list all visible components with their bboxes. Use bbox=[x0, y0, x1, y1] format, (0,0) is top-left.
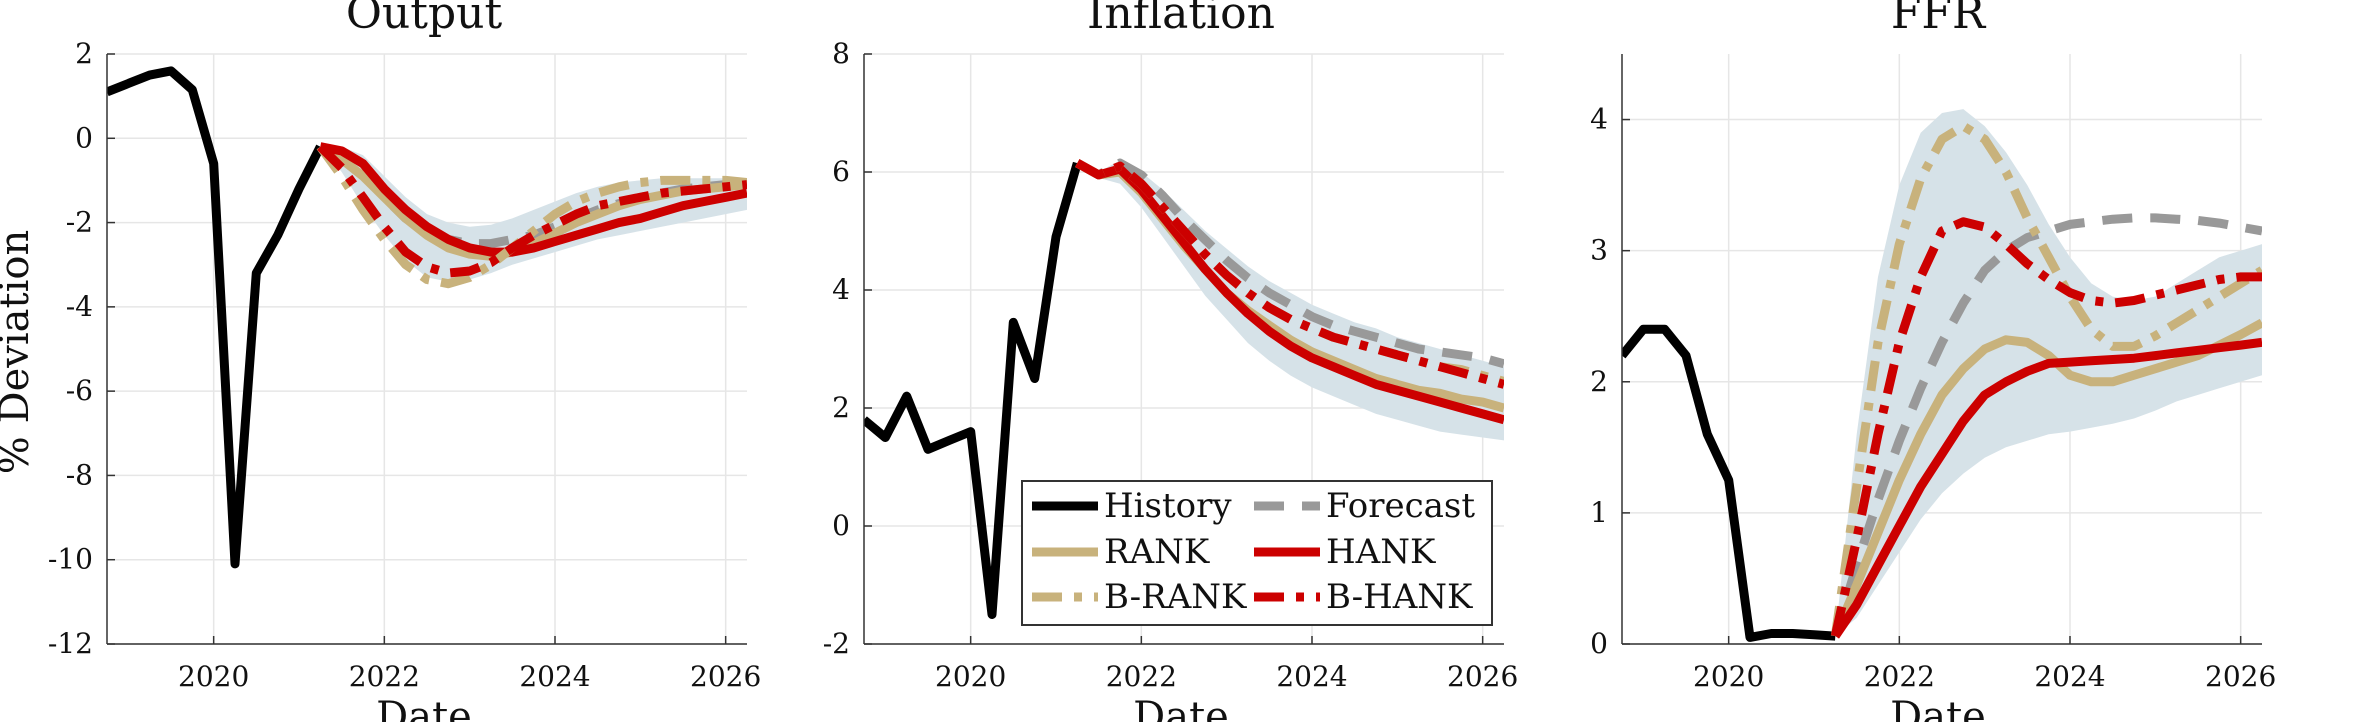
y-tick-label: 6 bbox=[832, 155, 850, 188]
series-line-history bbox=[1622, 324, 1836, 642]
x-tick-label: 2020 bbox=[178, 660, 249, 693]
x-tick-label: 2022 bbox=[1864, 660, 1935, 693]
panel-title-output: Output bbox=[346, 0, 503, 39]
legend-label-forecast: Forecast bbox=[1326, 486, 1475, 526]
y-tick-label: -2 bbox=[66, 206, 93, 239]
legend-label-bhank: B-HANK bbox=[1326, 577, 1473, 617]
y-tick-label: 2 bbox=[75, 37, 93, 70]
series-line-history bbox=[864, 161, 1082, 619]
x-tick-label: 2024 bbox=[1276, 660, 1347, 693]
series-line-rank bbox=[1831, 318, 2262, 638]
series-line-bhank bbox=[1830, 217, 2262, 638]
legend-label-brank: B-RANK bbox=[1104, 577, 1247, 617]
y-axis-label: % Deviation bbox=[0, 230, 38, 474]
x-axis-label-ffr: Date bbox=[1890, 694, 1986, 722]
legend-label-hank: HANK bbox=[1326, 532, 1436, 572]
y-tick-label: 4 bbox=[832, 273, 850, 306]
series-line-hank bbox=[319, 142, 747, 257]
y-tick-label: -4 bbox=[66, 290, 93, 323]
uncertainty-band bbox=[1835, 109, 2262, 637]
x-tick-label: 2026 bbox=[690, 660, 761, 693]
series-line-brank bbox=[316, 144, 747, 289]
y-tick-label: 1 bbox=[1590, 496, 1608, 529]
series-line-bhank bbox=[1075, 159, 1504, 389]
x-tick-label: 2024 bbox=[519, 660, 590, 693]
series-line-hank bbox=[1831, 337, 2262, 639]
x-tick-label: 2026 bbox=[1447, 660, 1518, 693]
x-tick-label: 2026 bbox=[2205, 660, 2276, 693]
y-tick-label: 0 bbox=[75, 121, 93, 154]
x-tick-label: 2022 bbox=[349, 660, 420, 693]
x-axis-label-output: Date bbox=[376, 694, 472, 722]
legend-label-history: History bbox=[1104, 486, 1232, 526]
y-tick-label: 3 bbox=[1590, 234, 1608, 267]
y-tick-label: 2 bbox=[832, 391, 850, 424]
y-tick-label: 0 bbox=[832, 509, 850, 542]
y-tick-label: 4 bbox=[1590, 103, 1608, 136]
x-tick-label: 2020 bbox=[935, 660, 1006, 693]
panel-title-inflation: Inflation bbox=[1087, 0, 1275, 39]
x-axis-label-inflation: Date bbox=[1133, 694, 1229, 722]
x-tick-label: 2022 bbox=[1106, 660, 1177, 693]
y-tick-label: -8 bbox=[66, 458, 93, 491]
y-tick-label: -6 bbox=[66, 374, 93, 407]
y-tick-label: -10 bbox=[48, 543, 93, 576]
panel-1: 2020 2022 2024 2026 8 6 4 2 0 -2 bbox=[823, 37, 1519, 693]
series-line-history bbox=[107, 66, 325, 569]
x-tick-label: 2024 bbox=[2034, 660, 2105, 693]
panel-2: 2020 2022 2024 2026 4 3 2 1 0 bbox=[1590, 54, 2276, 693]
y-tick-label: -12 bbox=[48, 627, 93, 660]
panel-0: 2020 2022 2024 2026 2 0 -2 -4 -6 -8 -10 -12 bbox=[48, 37, 761, 693]
y-tick-label: 2 bbox=[1590, 365, 1608, 398]
panel-title-ffr: FFR bbox=[1891, 0, 1987, 39]
y-tick-label: -2 bbox=[823, 627, 850, 660]
y-tick-label: 8 bbox=[832, 37, 850, 70]
y-tick-label: 0 bbox=[1590, 627, 1608, 660]
x-tick-label: 2020 bbox=[1693, 660, 1764, 693]
series-line-hank bbox=[1075, 159, 1504, 425]
series-line-brank bbox=[1830, 121, 2262, 637]
legend-label-rank: RANK bbox=[1104, 532, 1210, 572]
